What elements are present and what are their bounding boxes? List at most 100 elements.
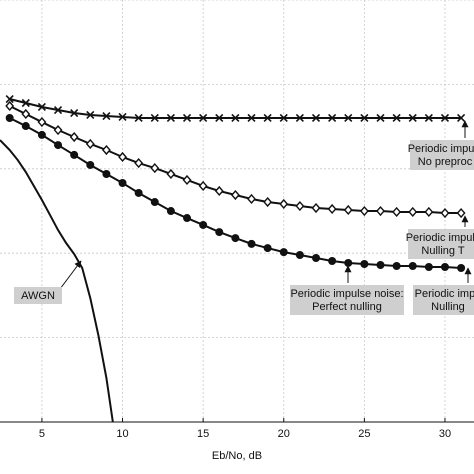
marker-diamond (230, 189, 240, 201)
marker-stroke (182, 113, 192, 123)
annotation-text: No preproc (418, 156, 473, 168)
marker-diamond (118, 151, 127, 163)
marker-diamond (311, 202, 321, 214)
marker-diamond (359, 205, 369, 217)
marker-circle (118, 178, 127, 187)
marker-diamond (279, 198, 289, 210)
marker-diamond (5, 100, 15, 112)
x-tick-label: 15 (197, 428, 209, 440)
marker-x (231, 113, 240, 123)
annotation-box (14, 287, 62, 304)
marker-stroke (328, 113, 337, 123)
marker-diamond (440, 207, 450, 219)
marker-diamond (456, 207, 466, 219)
marker-circle (376, 260, 385, 269)
marker-stroke (279, 113, 288, 123)
marker-circle (183, 214, 192, 223)
marker-stroke (53, 105, 63, 115)
marker-stroke (440, 113, 450, 123)
marker-stroke (70, 108, 79, 118)
marker-x (37, 102, 46, 112)
marker-circle (392, 262, 401, 271)
marker-circle (37, 130, 46, 139)
x-tick-label: 5 (39, 428, 45, 440)
marker-stroke (392, 113, 401, 123)
marker-x (311, 113, 321, 123)
annotation-box (290, 285, 404, 315)
annotation-text: AWGN (21, 290, 55, 302)
marker-circle (295, 251, 304, 260)
marker-x (295, 113, 304, 123)
series-line (0, 139, 114, 423)
marker-circle (150, 198, 159, 207)
marker-diamond (182, 174, 192, 186)
marker-circle (86, 160, 95, 169)
marker-diamond (101, 144, 111, 156)
marker-diamond (198, 180, 208, 192)
marker-x (70, 108, 79, 118)
marker-circle (328, 257, 337, 266)
marker-circle (134, 188, 143, 197)
marker-circle (21, 122, 30, 131)
marker-diamond (343, 204, 353, 216)
marker-x (53, 105, 63, 115)
marker-x (134, 113, 143, 123)
x-axis-label: Eb/No, dB (212, 450, 262, 462)
marker-x (440, 113, 450, 123)
marker-diamond (53, 124, 63, 136)
marker-stroke (231, 113, 240, 123)
marker-stroke (360, 113, 369, 123)
marker-stroke (86, 110, 95, 120)
marker-x (215, 113, 224, 123)
marker-stroke (37, 102, 46, 112)
marker-diamond (327, 203, 337, 215)
marker-circle (102, 169, 111, 178)
marker-x (392, 113, 401, 123)
marker-x (360, 113, 369, 123)
marker-diamond (392, 206, 402, 218)
x-tick-label: 10 (116, 428, 128, 440)
marker-diamond (376, 205, 385, 217)
marker-stroke (344, 113, 353, 123)
marker-circle (70, 150, 79, 159)
marker-circle (424, 263, 433, 272)
marker-x (424, 113, 433, 123)
annotation-text: Periodic impu (415, 288, 474, 300)
marker-stroke (166, 113, 175, 123)
annotation-arrow (59, 260, 82, 290)
annotation-text: Periodic impuls (406, 232, 474, 244)
marker-stroke (102, 111, 111, 121)
marker-stroke (376, 113, 385, 123)
marker-stroke (263, 113, 272, 123)
marker-diamond (37, 116, 47, 128)
marker-x (247, 113, 256, 123)
marker-diamond (85, 138, 95, 150)
marker-diamond (21, 108, 31, 120)
marker-x (118, 112, 127, 122)
marker-x (263, 113, 272, 123)
annotation-box (408, 229, 474, 259)
marker-stroke (295, 113, 304, 123)
marker-diamond (295, 200, 305, 212)
marker-circle (199, 220, 208, 229)
marker-stroke (21, 98, 30, 108)
marker-diamond (263, 196, 273, 208)
marker-stroke (134, 113, 143, 123)
annotation-text: Periodic impuls (408, 143, 474, 155)
x-tick-label: 25 (358, 428, 370, 440)
marker-circle (344, 258, 353, 267)
annotation-box (410, 140, 474, 170)
marker-diamond (424, 206, 434, 218)
marker-stroke (5, 94, 14, 104)
marker-diamond (150, 163, 160, 174)
marker-stroke (311, 113, 321, 123)
marker-diamond (166, 168, 176, 180)
marker-circle (360, 259, 369, 268)
marker-x (150, 113, 159, 123)
annotation-text: Nulling (431, 301, 465, 313)
marker-diamond (408, 206, 418, 218)
marker-x (102, 111, 111, 121)
marker-circle (5, 113, 14, 122)
marker-diamond (134, 157, 144, 169)
marker-diamond (247, 193, 256, 205)
